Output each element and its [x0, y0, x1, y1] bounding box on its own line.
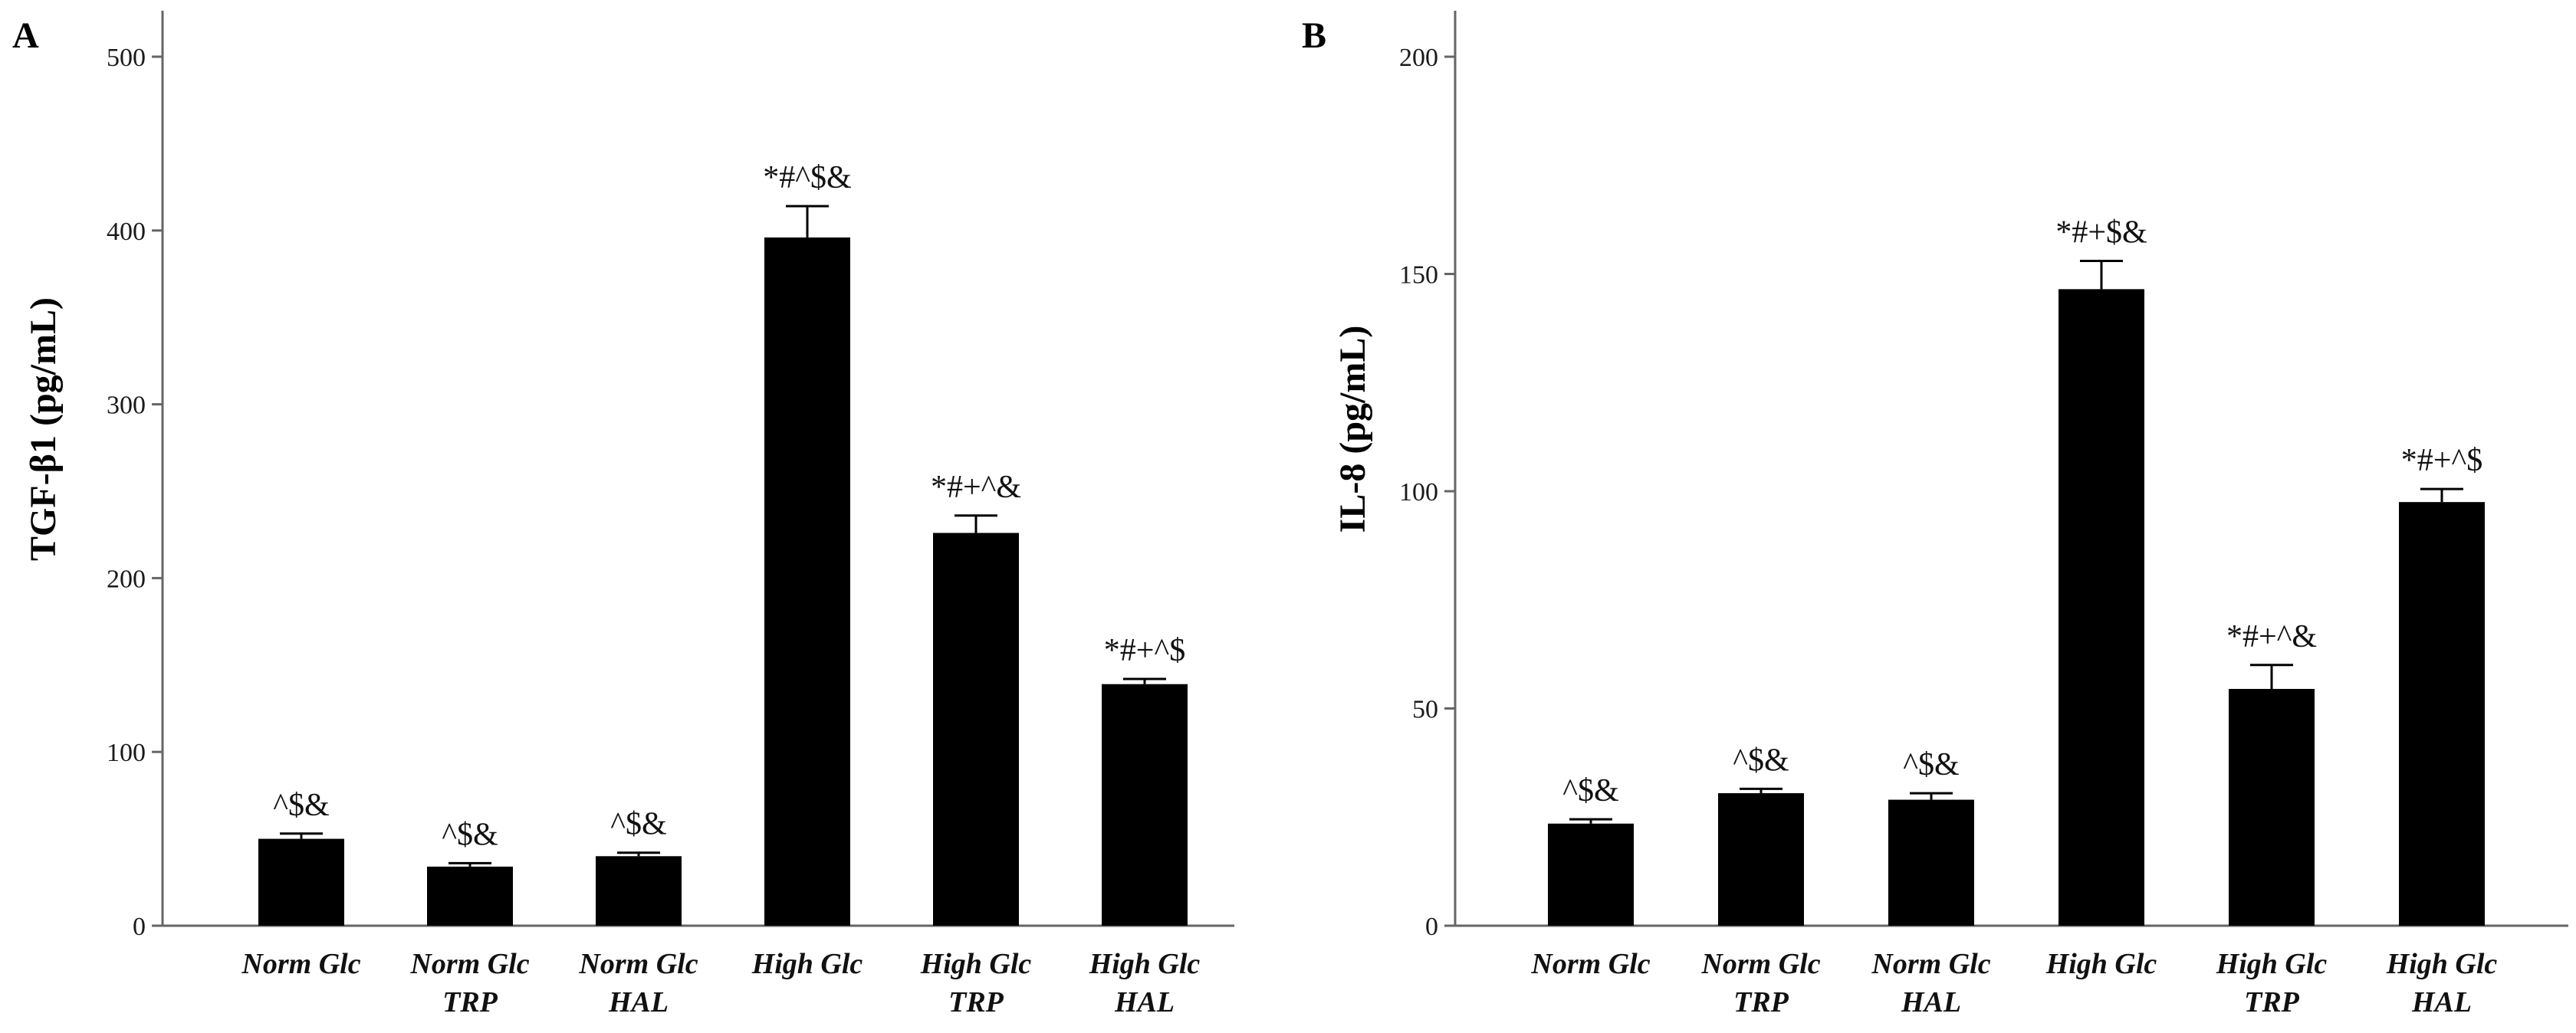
panel-a-significance-6: *#+^$ — [1104, 633, 1185, 668]
panel-b-category-label-2-line-2: TRP — [1733, 986, 1789, 1018]
panel-b-category-label-3-line-1: Norm Glc — [1871, 948, 1990, 980]
panel-b-category-label-6-line-1: High Glc — [2386, 948, 2498, 980]
panel-b-significance-3: ^$& — [1903, 747, 1959, 782]
panel-a-bar-3 — [596, 856, 682, 926]
panel-a-y-tick-label-100: 100 — [107, 739, 146, 767]
panel-a-significance-5: *#+^& — [931, 470, 1021, 505]
panel-b-y-tick-label-150: 150 — [1399, 261, 1438, 290]
panel-a-letter: A — [12, 15, 39, 56]
panel-b-y-tick-label-0: 0 — [1425, 913, 1438, 941]
panel-b-y-tick-label-50: 50 — [1412, 696, 1438, 724]
panel-a-category-label-2-line-1: Norm Glc — [409, 948, 529, 980]
panel-a-y-tick-label-400: 400 — [107, 218, 146, 246]
panel-b-bar-3 — [1888, 799, 1974, 926]
panel-a-significance-4: *#^$& — [763, 160, 851, 195]
panel-a-bar-1 — [258, 838, 344, 926]
panel-a-category-label-5-line-2: TRP — [948, 986, 1004, 1018]
panel-a-y-tick-label-500: 500 — [107, 44, 146, 72]
panel-b-letter: B — [1302, 15, 1326, 56]
panel-b-significance-2: ^$& — [1733, 743, 1789, 778]
panel-a-y-tick-label-300: 300 — [107, 392, 146, 420]
panel-b-category-label-4-line-1: High Glc — [2045, 948, 2157, 980]
panel-b-significance-6: *#+^$ — [2401, 443, 2482, 478]
panel-a-y-axis-title: TGF-β1 (pg/mL) — [23, 297, 64, 561]
panel-a-bar-5 — [933, 533, 1019, 926]
panel-a-significance-1: ^$& — [273, 788, 329, 823]
panel-b-significance-4: *#+$& — [2055, 215, 2147, 250]
panel-a-bar-2 — [427, 866, 513, 926]
panel-b-category-label-5-line-2: TRP — [2244, 986, 2300, 1018]
panel-b-y-tick-label-200: 200 — [1399, 44, 1438, 72]
panel-a-category-label-2-line-2: TRP — [442, 986, 498, 1018]
panel-b-y-tick-label-100: 100 — [1399, 478, 1438, 507]
panel-a-bar-6 — [1102, 684, 1188, 926]
panel-b-category-label-3-line-2: HAL — [1901, 986, 1961, 1018]
panel-a-category-label-3-line-1: Norm Glc — [578, 948, 698, 980]
panel-a-category-label-6-line-1: High Glc — [1089, 948, 1201, 980]
panel-b-category-label-2-line-1: Norm Glc — [1700, 948, 1820, 980]
panel-a-significance-2: ^$& — [442, 817, 498, 852]
panel-b-il8-chart: B IL-8 (pg/mL) 0 50 100 150 200 ^$& Norm Glc ^… — [1302, 11, 2568, 1018]
panel-b-bar-1 — [1548, 823, 1634, 926]
panel-a-tgf-beta1-chart: A TGF-β1 (pg/mL) 0 100 200 300 400 500 ^$& Nor… — [12, 11, 1234, 1018]
panel-b-bar-5 — [2229, 688, 2315, 926]
panel-b-bar-4 — [2058, 289, 2144, 926]
panel-b-category-label-1-line-1: Norm Glc — [1530, 948, 1650, 980]
panel-a-category-label-6-line-2: HAL — [1114, 986, 1175, 1018]
panel-a-category-label-1-line-1: Norm Glc — [241, 948, 360, 980]
panel-b-significance-5: *#+^& — [2226, 619, 2317, 654]
panel-a-bar-4 — [764, 237, 850, 926]
panel-a-significance-3: ^$& — [610, 807, 666, 842]
panel-b-bar-6 — [2399, 502, 2485, 926]
panel-a-category-label-4-line-1: High Glc — [751, 948, 863, 980]
panel-b-significance-1: ^$& — [1562, 773, 1618, 808]
panel-b-y-axis-title: IL-8 (pg/mL) — [1332, 326, 1373, 533]
panel-a-y-tick-label-0: 0 — [133, 913, 146, 941]
panel-b-category-label-6-line-2: HAL — [2411, 986, 2472, 1018]
panel-b-bar-2 — [1718, 793, 1804, 926]
panel-a-category-label-5-line-1: High Glc — [920, 948, 1032, 980]
panel-a-y-tick-label-200: 200 — [107, 565, 146, 593]
panel-a-category-label-3-line-2: HAL — [608, 986, 669, 1018]
panel-b-category-label-5-line-1: High Glc — [2216, 948, 2328, 980]
